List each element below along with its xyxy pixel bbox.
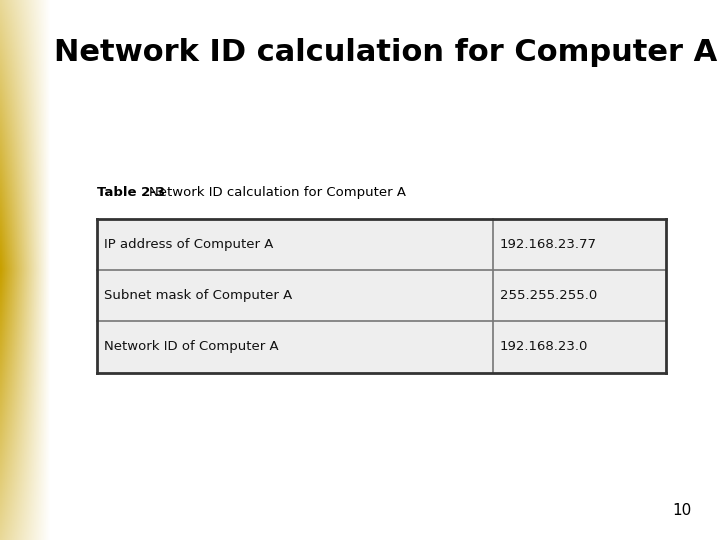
Text: 255.255.255.0: 255.255.255.0	[500, 289, 597, 302]
Bar	[492, 321, 666, 373]
Text: Network ID calculation for Computer A: Network ID calculation for Computer A	[54, 38, 717, 67]
Bar	[97, 321, 492, 373]
Text: 10: 10	[672, 503, 691, 518]
Text: Subnet mask of Computer A: Subnet mask of Computer A	[104, 289, 292, 302]
Text: 192.168.23.77: 192.168.23.77	[500, 238, 597, 251]
Text: Table 2-3: Table 2-3	[97, 186, 166, 199]
Text: Network ID of Computer A: Network ID of Computer A	[104, 340, 279, 354]
Bar	[97, 219, 492, 270]
Text: 192.168.23.0: 192.168.23.0	[500, 340, 588, 354]
Bar	[97, 270, 492, 321]
Text: IP address of Computer A: IP address of Computer A	[104, 238, 274, 251]
Bar	[492, 219, 666, 270]
Text: Network ID calculation for Computer A: Network ID calculation for Computer A	[149, 186, 406, 199]
Bar	[492, 270, 666, 321]
